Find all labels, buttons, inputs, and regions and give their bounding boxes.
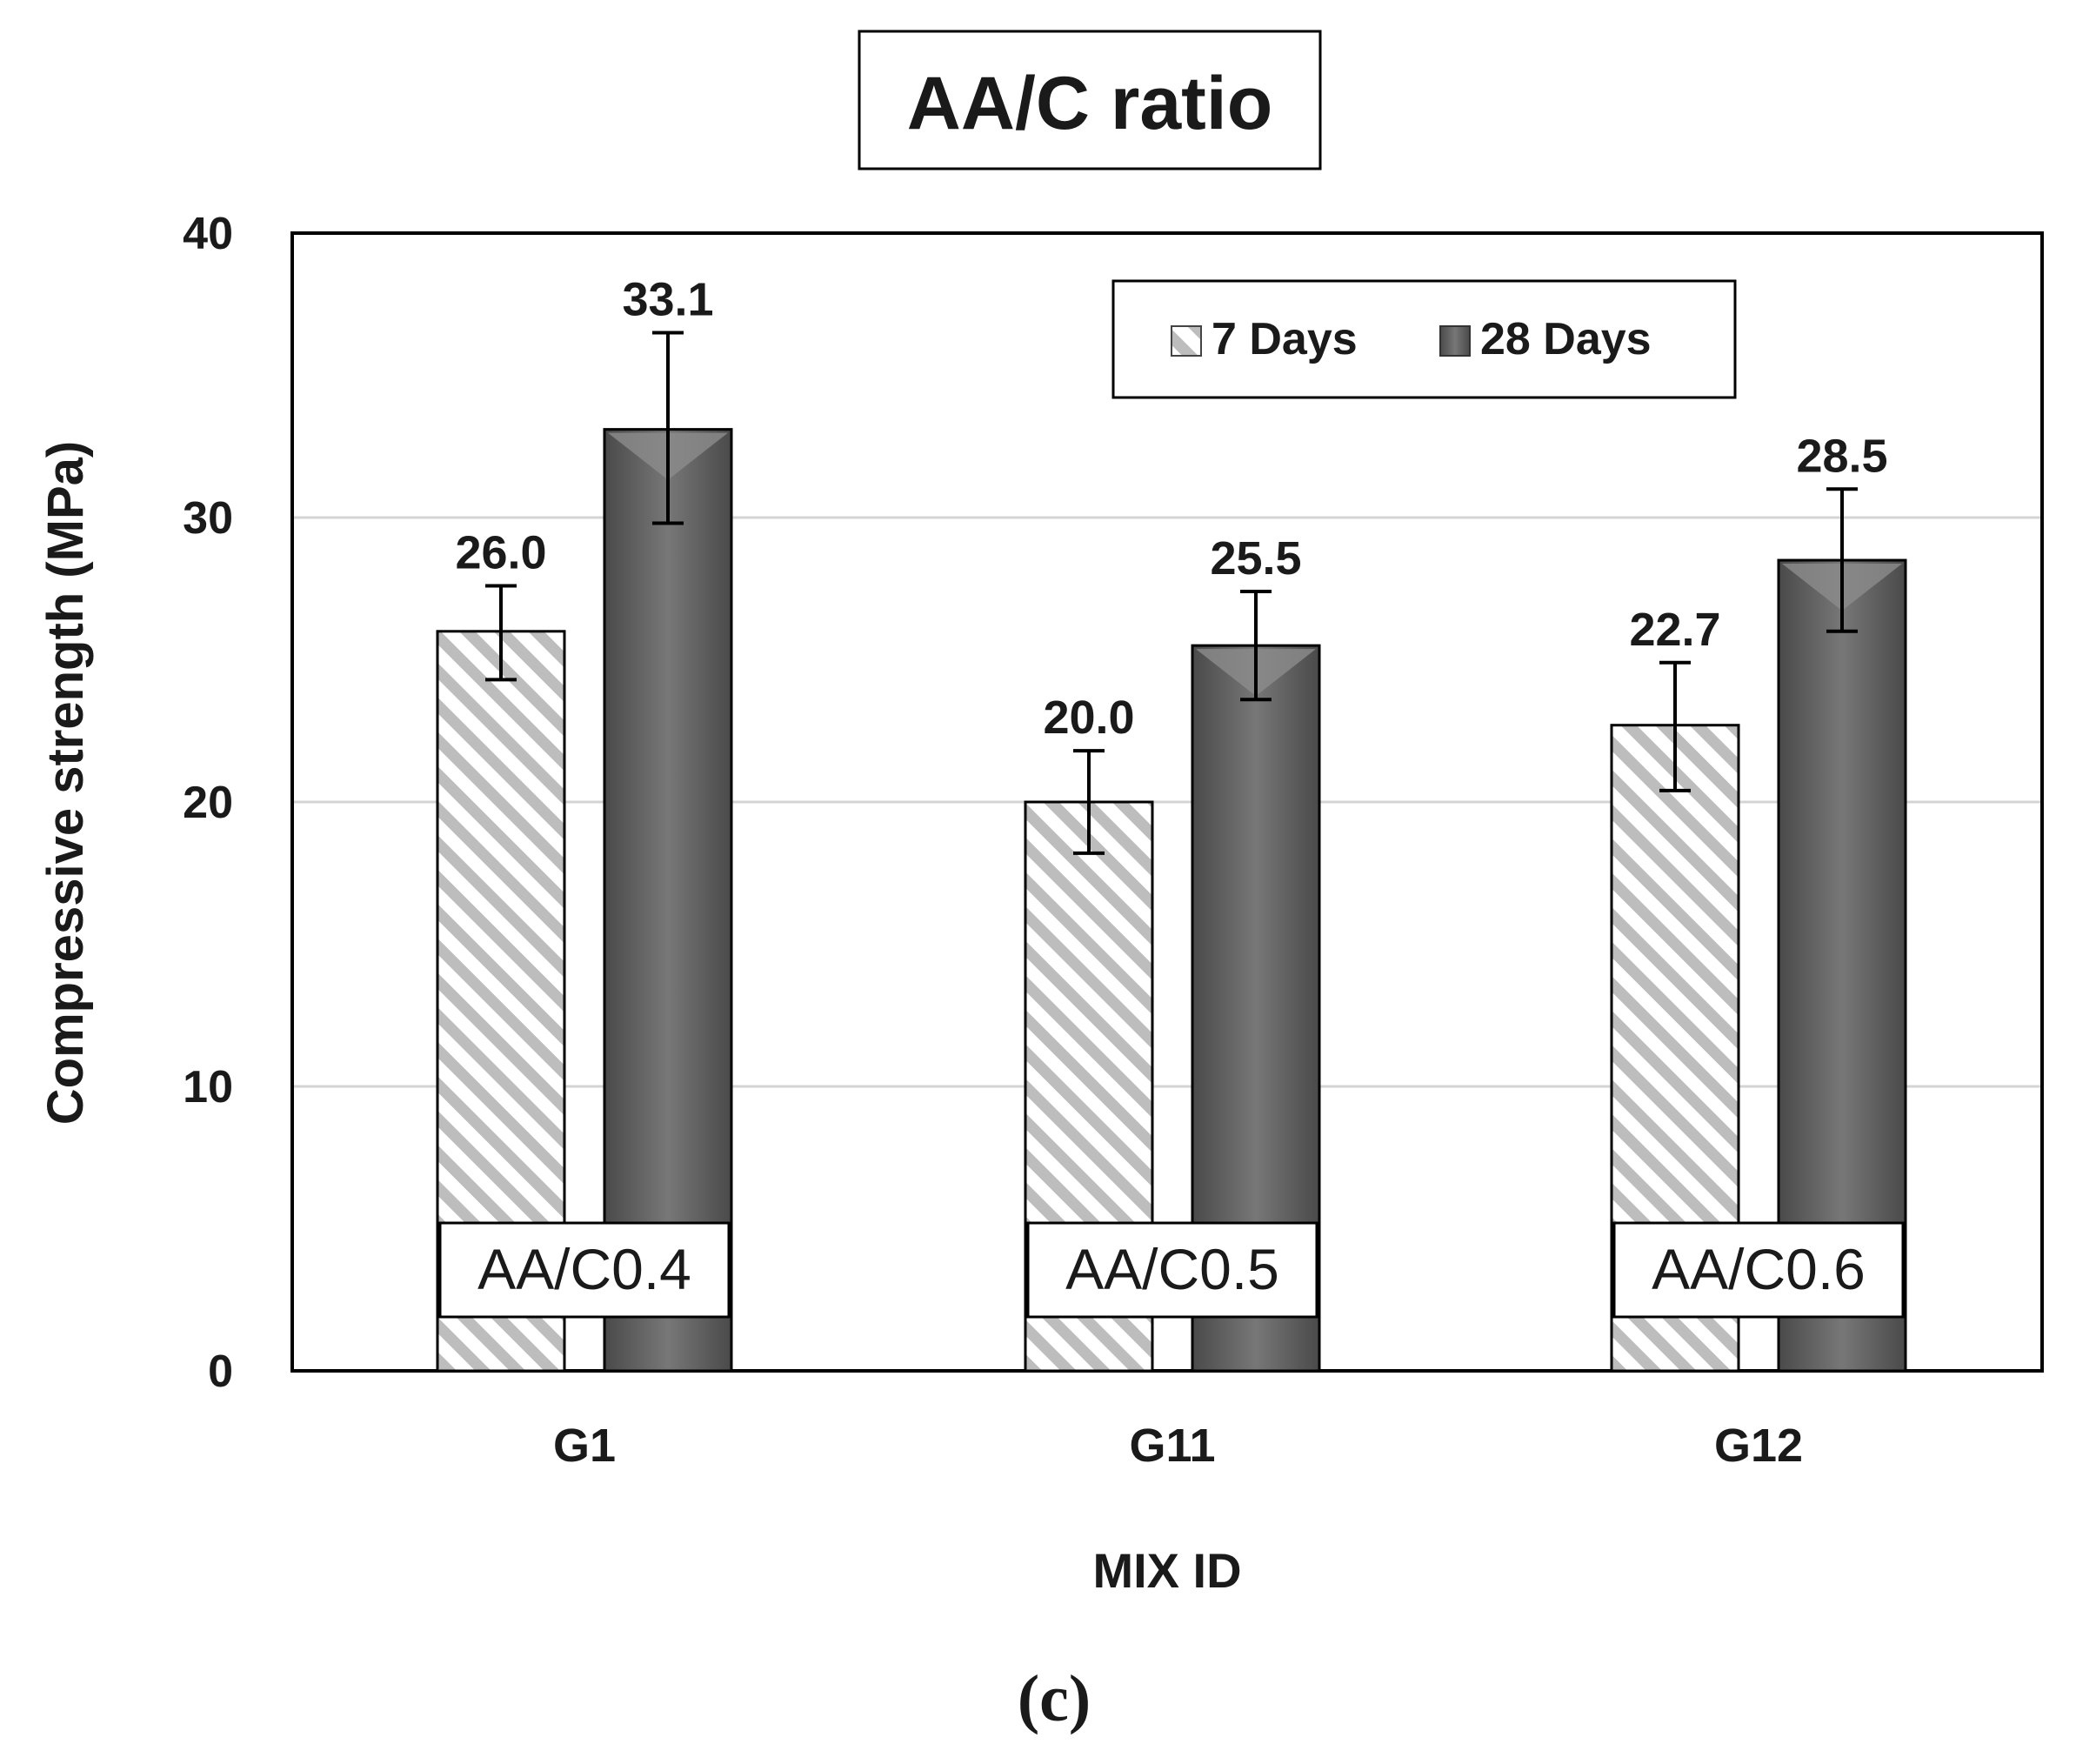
legend: 7 Days 28 Days (1111, 279, 1737, 399)
group-label-box (1026, 1221, 1318, 1319)
group-label: AA/C0.4 (477, 1237, 691, 1301)
legend-label-28-days: 28 Days (1480, 314, 1652, 364)
bar-28-days (603, 428, 733, 1373)
x-tick-label: G12 (1714, 1420, 1803, 1472)
chart-title: AA/C ratio (907, 62, 1272, 145)
y-axis-ticks: 0 10 20 30 40 (183, 209, 233, 1397)
data-label: 22.7 (1629, 604, 1720, 656)
data-label: 25.5 (1210, 532, 1301, 585)
x-tick-label: G11 (1129, 1420, 1215, 1472)
figure-caption: (c) (1018, 1662, 1091, 1735)
grid-lines (294, 516, 2040, 1088)
data-label: 28.5 (1796, 430, 1887, 482)
y-tick-label: 40 (183, 209, 233, 259)
group-label-box (1612, 1221, 1905, 1319)
group-labels: AA/C0.4 AA/C0.5 AA/C0.6 (438, 1221, 1905, 1319)
data-label: 26.0 (455, 526, 546, 578)
x-axis-label: MIX ID (1092, 1543, 1241, 1598)
legend-swatch-7-days (1171, 325, 1202, 357)
legend-label-7-days: 7 Days (1212, 314, 1358, 364)
legend-swatch-28-days (1439, 325, 1471, 357)
group-label-box (438, 1221, 731, 1319)
data-label: 33.1 (622, 273, 713, 325)
x-tick-label: G1 (553, 1420, 616, 1472)
group-label: AA/C0.6 (1652, 1237, 1866, 1301)
y-tick-label: 30 (183, 493, 233, 544)
y-axis-label: Compressive strength (MPa) (37, 441, 94, 1125)
data-label: 20.0 (1043, 692, 1134, 744)
y-tick-label: 10 (183, 1062, 233, 1113)
x-axis-ticks: G1 G11 G12 (553, 1420, 1803, 1472)
chart-title-box (858, 30, 1322, 170)
legend-box (1111, 279, 1737, 399)
y-tick-label: 20 (183, 778, 233, 828)
group-label: AA/C0.5 (1065, 1237, 1279, 1301)
y-tick-label: 0 (208, 1346, 233, 1397)
